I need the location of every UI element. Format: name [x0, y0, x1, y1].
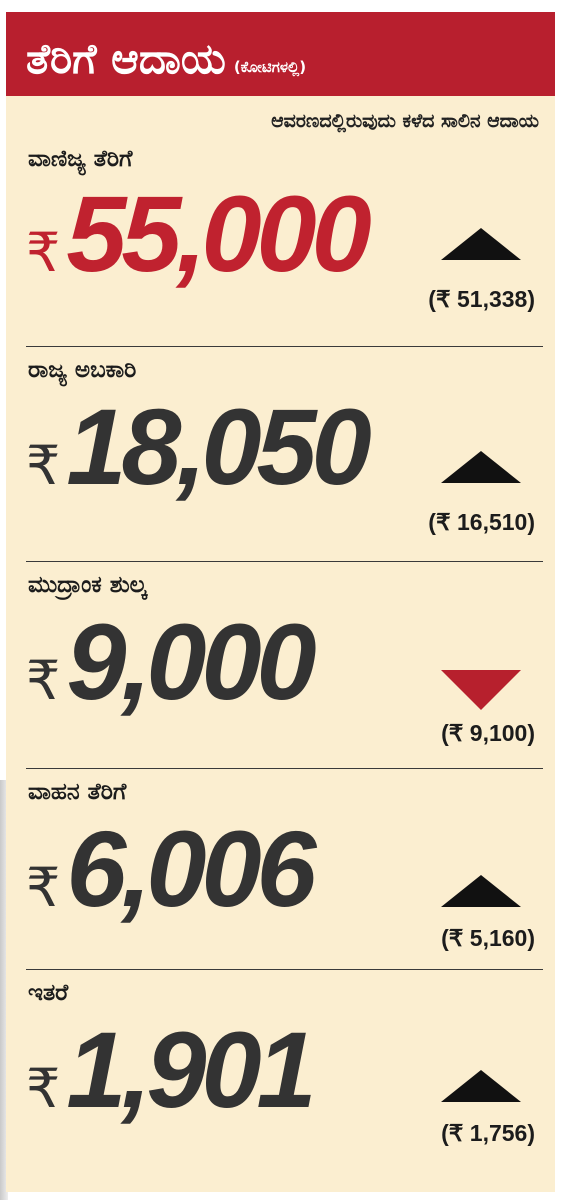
rupee-icon: ₹: [26, 1057, 61, 1120]
revenue-item-others: ಇತರೆ ₹ 1,901 (₹ 1,756): [26, 970, 543, 1170]
amount-value: 9,000: [66, 601, 316, 722]
previous-year-value: (₹ 16,510): [428, 509, 535, 535]
amount-value: 18,050: [66, 386, 371, 507]
tax-revenue-panel: ತೆರಿಗೆ ಆದಾಯ (ಕೋಟಿಗಳಲ್ಲಿ) ಆವರಣದಲ್ಲಿರುವುದು…: [6, 12, 555, 1192]
revenue-item-commercial-tax: ವಾಣಿಜ್ಯ ತೆರಿಗೆ ₹ 55,000 (₹ 51,338): [26, 136, 543, 347]
revenue-item-stamp-duty: ಮುದ್ರಾಂಕ ಶುಲ್ಕ ₹ 9,000 (₹ 9,100): [26, 562, 543, 769]
item-amount: ₹ 55,000: [26, 173, 372, 294]
parenthesis-note: ಆವರಣದಲ್ಲಿರುವುದು ಕಳೆದ ಸಾಲಿನ ಆದಾಯ: [271, 110, 539, 132]
revenue-item-vehicle-tax: ವಾಹನ ತೆರಿಗೆ ₹ 6,006 (₹ 5,160): [26, 769, 543, 970]
amount-value: 55,000: [66, 173, 371, 294]
item-amount: ₹ 18,050: [26, 386, 372, 507]
previous-year-value: (₹ 1,756): [441, 1120, 535, 1146]
item-label: ಮುದ್ರಾಂಕ ಶುಲ್ಕ: [28, 572, 147, 598]
item-label: ಇತರೆ: [28, 980, 69, 1006]
rupee-icon: ₹: [26, 649, 61, 712]
item-label: ರಾಜ್ಯ ಅಬಕಾರಿ: [28, 357, 137, 383]
background-photo-edge: [0, 780, 8, 1200]
item-amount: ₹ 9,000: [26, 601, 317, 722]
page-title: ತೆರಿಗೆ ಆದಾಯ: [26, 34, 226, 83]
amount-value: 1,901: [66, 1009, 316, 1130]
up-icon: [441, 451, 521, 483]
previous-year-value: (₹ 51,338): [428, 286, 535, 312]
panel-header: ತೆರಿಗೆ ಆದಾಯ (ಕೋಟಿಗಳಲ್ಲಿ): [6, 12, 555, 96]
previous-year-value: (₹ 9,100): [441, 720, 535, 746]
unit-label: (ಕೋಟಿಗಳಲ್ಲಿ): [233, 58, 307, 76]
item-label: ವಾಣಿಜ್ಯ ತೆರಿಗೆ: [28, 146, 133, 172]
up-icon: [441, 875, 521, 907]
previous-year-value: (₹ 5,160): [441, 925, 535, 951]
up-icon: [441, 1070, 521, 1102]
rupee-icon: ₹: [26, 434, 61, 497]
rupee-icon: ₹: [26, 856, 61, 919]
amount-value: 6,006: [66, 808, 316, 929]
item-label: ವಾಹನ ತೆರಿಗೆ: [28, 779, 127, 805]
rupee-icon: ₹: [26, 221, 61, 284]
revenue-item-state-excise: ರಾಜ್ಯ ಅಬಕಾರಿ ₹ 18,050 (₹ 16,510): [26, 347, 543, 562]
up-icon: [441, 228, 521, 260]
item-amount: ₹ 6,006: [26, 808, 317, 929]
item-amount: ₹ 1,901: [26, 1009, 317, 1130]
down-icon: [441, 670, 521, 710]
